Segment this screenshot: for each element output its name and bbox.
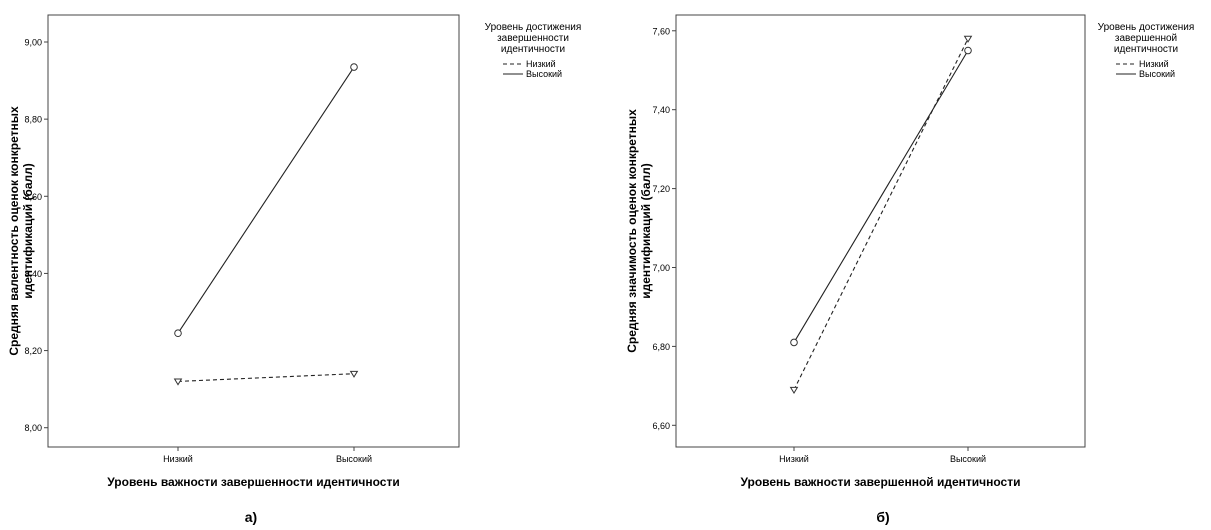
series-line-low (177, 373, 355, 382)
y-tick-label: 6,80 (652, 342, 670, 352)
series-line-high (793, 50, 969, 343)
y-tick-label: 7,60 (652, 26, 670, 36)
legend-entry: Низкий (526, 59, 556, 69)
y-tick-label: 8,40 (24, 269, 42, 279)
y-tick-label: 8,00 (24, 423, 42, 433)
panel-caption: а) (245, 509, 257, 525)
data-point (789, 386, 799, 394)
y-tick-label: 7,00 (652, 263, 670, 273)
y-tick-label: 9,00 (24, 38, 42, 48)
x-tick-label: Высокий (950, 454, 986, 464)
x-axis-title: Уровень важности завершенной идентичност… (740, 475, 1020, 489)
x-tick-label: Низкий (779, 454, 809, 464)
x-tick-label: Низкий (163, 454, 193, 464)
y-tick-label: 7,40 (652, 105, 670, 115)
x-axis-title: Уровень важности завершенности идентично… (107, 475, 399, 489)
y-axis-title: Средняя значимость оценок конкретныхиден… (625, 109, 653, 353)
panel-caption: б) (876, 509, 889, 525)
legend-entry: Низкий (1139, 59, 1169, 69)
data-point (790, 338, 798, 347)
x-tick-label: Высокий (336, 454, 372, 464)
legend-entry: Высокий (1139, 69, 1175, 79)
legend-entry: Высокий (526, 69, 562, 79)
data-point (963, 35, 973, 43)
data-point (173, 378, 183, 386)
legend: Уровень достижения завершенной идентичност… (1098, 22, 1195, 79)
data-point (349, 370, 359, 378)
plot-frame (47, 14, 460, 448)
legend-title: Уровень достижения завершенной идентичност… (1098, 22, 1195, 55)
y-tick-label: 7,20 (652, 184, 670, 194)
legend-title: Уровень достижения завершенности идентично… (485, 22, 582, 55)
legend: Уровень достижения завершенности идентично… (485, 22, 582, 79)
data-point (350, 63, 358, 71)
data-point (174, 329, 182, 338)
series-line-high (177, 66, 355, 334)
plot-frame (675, 14, 1086, 448)
data-point (964, 46, 972, 55)
y-tick-label: 8,60 (24, 192, 42, 202)
series-line-low (793, 38, 969, 391)
y-axis-title: Средняя валентность оценок конкретныхиде… (7, 106, 35, 356)
y-tick-label: 8,80 (24, 115, 42, 125)
y-tick-label: 8,20 (24, 346, 42, 356)
y-tick-label: 6,60 (652, 421, 670, 431)
